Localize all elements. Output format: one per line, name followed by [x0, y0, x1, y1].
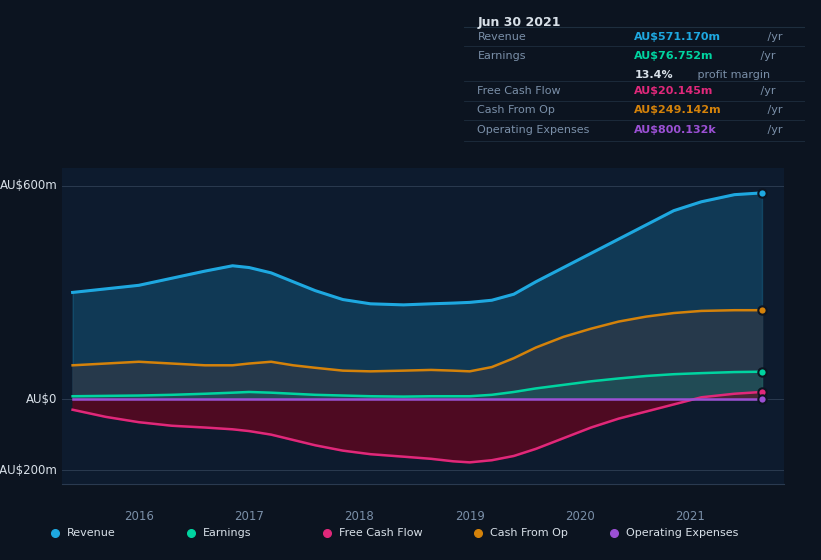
Text: profit margin: profit margin: [694, 69, 770, 80]
Text: AU$249.142m: AU$249.142m: [635, 105, 722, 115]
Text: Revenue: Revenue: [478, 32, 526, 42]
Text: 13.4%: 13.4%: [635, 69, 673, 80]
Text: /yr: /yr: [764, 32, 782, 42]
Text: Earnings: Earnings: [478, 51, 526, 60]
Text: 2017: 2017: [234, 510, 264, 522]
Text: Cash From Op: Cash From Op: [478, 105, 555, 115]
Text: 2018: 2018: [345, 510, 374, 522]
Text: 2020: 2020: [565, 510, 595, 522]
Text: /yr: /yr: [757, 51, 775, 60]
Text: /yr: /yr: [764, 125, 782, 135]
Text: Free Cash Flow: Free Cash Flow: [339, 529, 422, 538]
Text: AU$571.170m: AU$571.170m: [635, 32, 721, 42]
Text: Operating Expenses: Operating Expenses: [626, 529, 738, 538]
Text: Free Cash Flow: Free Cash Flow: [478, 86, 561, 96]
Text: /yr: /yr: [764, 105, 782, 115]
Text: /yr: /yr: [757, 86, 775, 96]
Text: Cash From Op: Cash From Op: [490, 529, 567, 538]
Text: AU$76.752m: AU$76.752m: [635, 51, 713, 60]
Text: Revenue: Revenue: [67, 529, 116, 538]
Text: AU$0: AU$0: [26, 393, 57, 405]
Text: Operating Expenses: Operating Expenses: [478, 125, 589, 135]
Text: -AU$200m: -AU$200m: [0, 464, 57, 477]
Text: AU$20.145m: AU$20.145m: [635, 86, 713, 96]
Text: Earnings: Earnings: [203, 529, 251, 538]
Text: AU$800.132k: AU$800.132k: [635, 125, 717, 135]
Text: 2021: 2021: [676, 510, 705, 522]
Text: 2019: 2019: [455, 510, 484, 522]
Text: AU$600m: AU$600m: [0, 179, 57, 192]
Text: 2016: 2016: [124, 510, 154, 522]
Text: Jun 30 2021: Jun 30 2021: [478, 16, 561, 29]
